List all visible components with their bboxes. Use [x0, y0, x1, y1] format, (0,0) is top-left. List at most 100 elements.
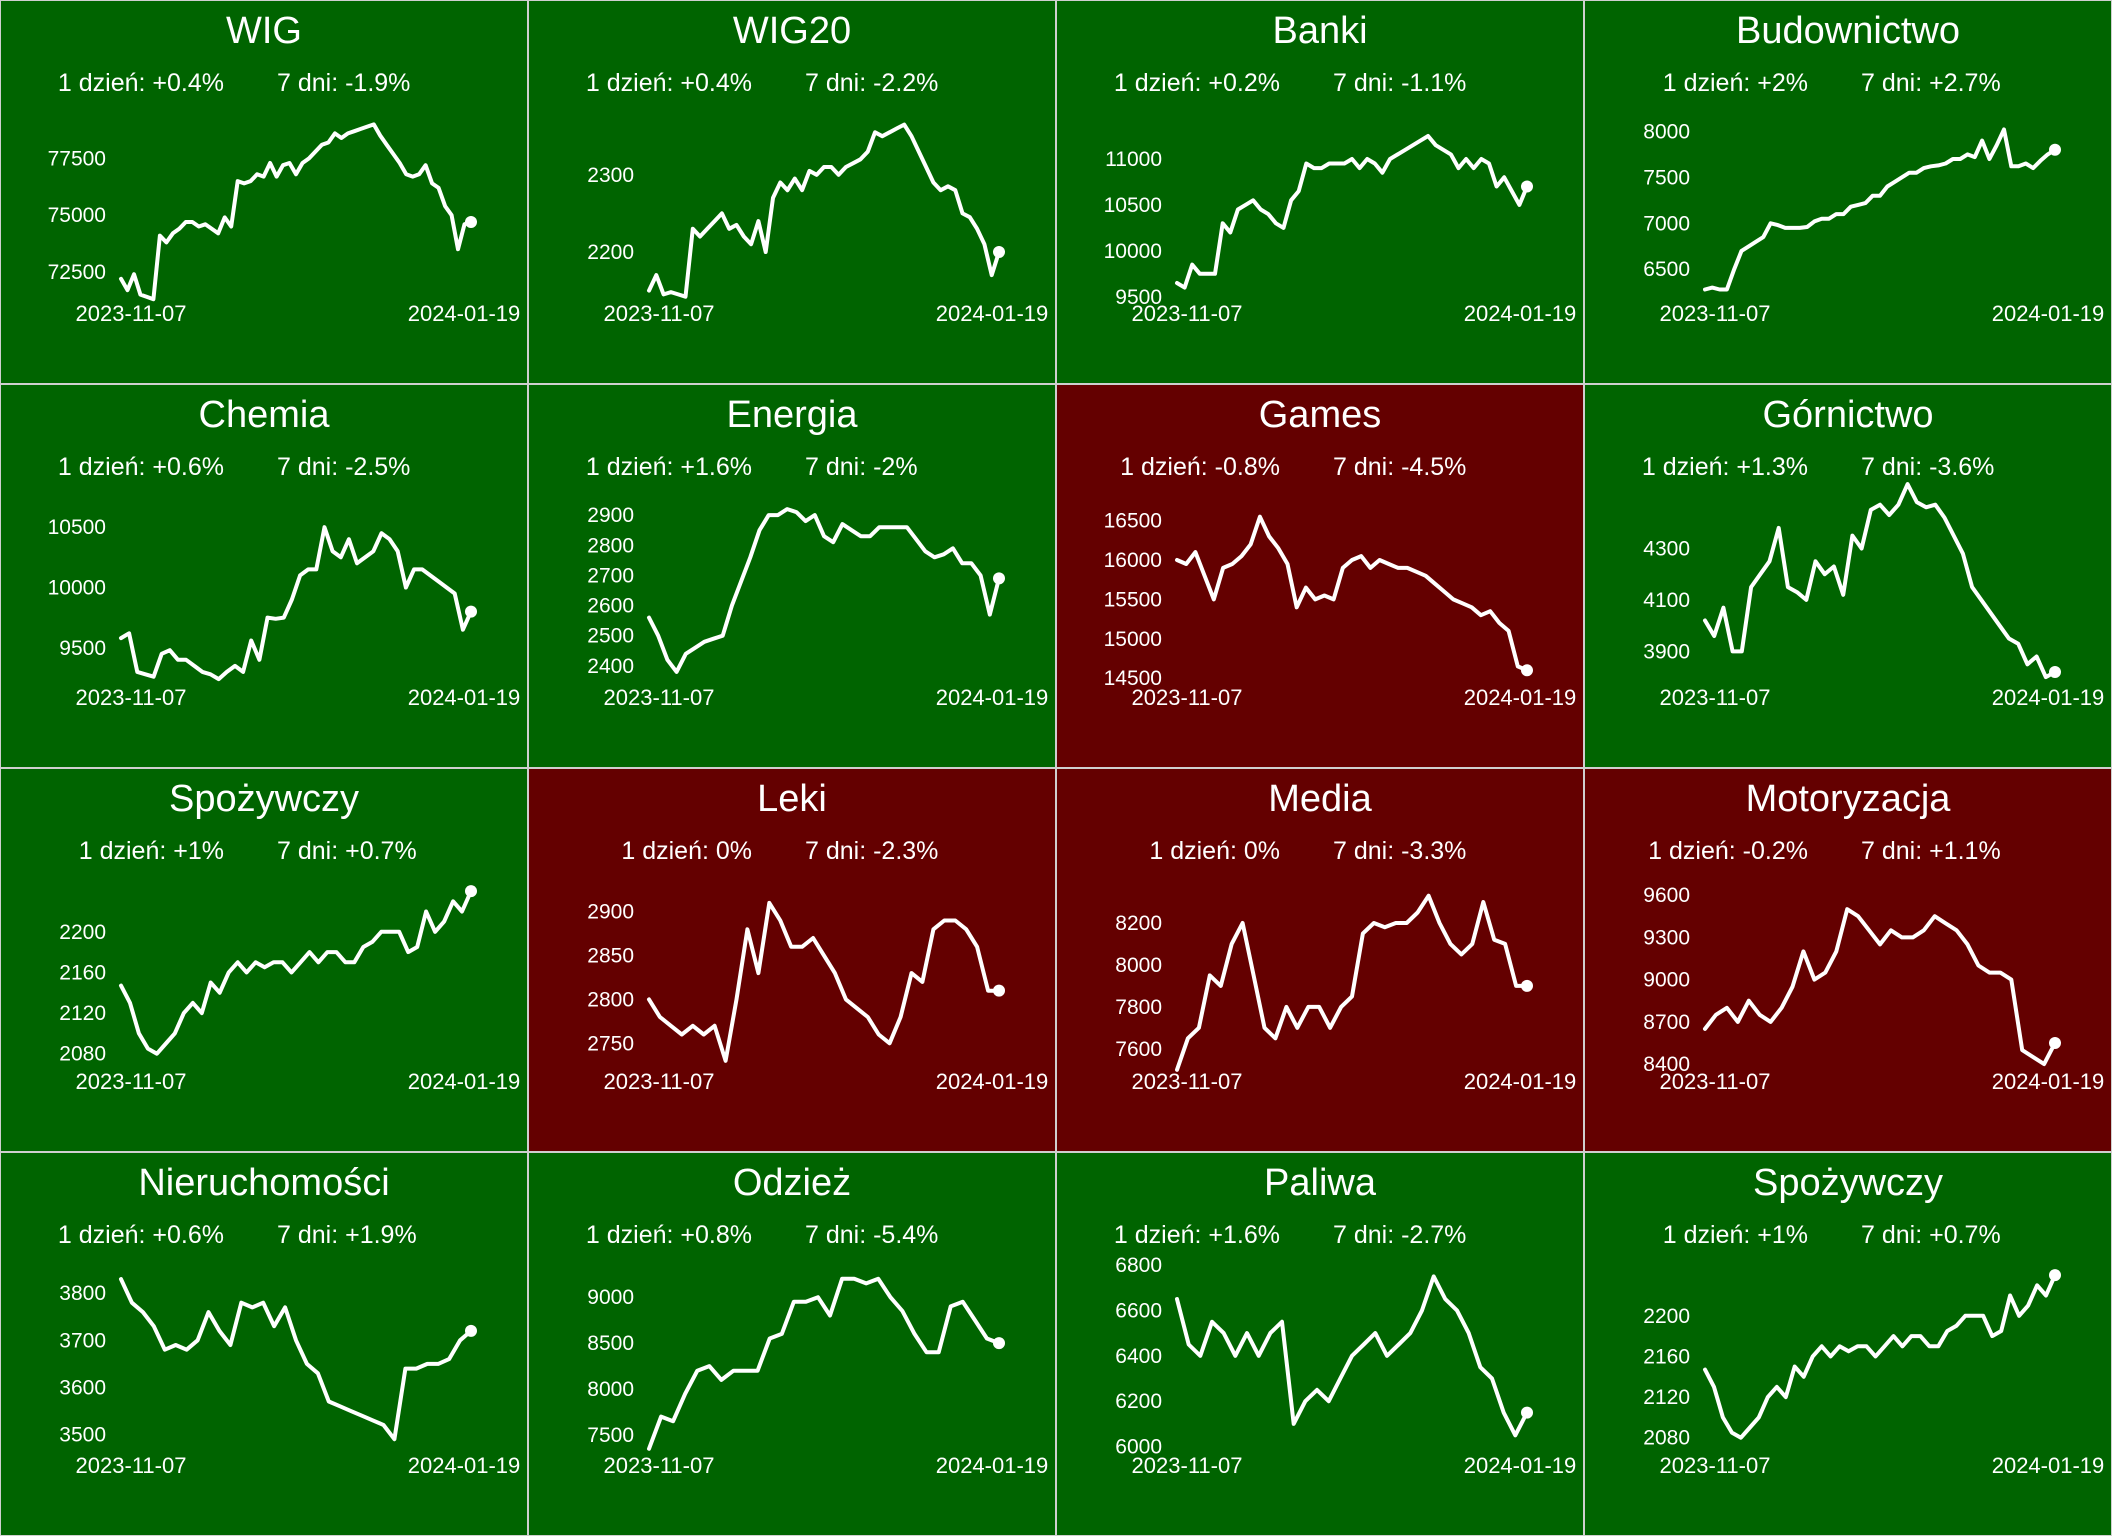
day-change-label: 1 dzień: +0.6% — [58, 1221, 224, 1249]
y-tick-label: 9500 — [1115, 286, 1162, 309]
y-tick-label: 10000 — [1104, 240, 1162, 263]
chart-panel: Spożywczy 1 dzień: +1% 7 dni: +0.7% 2080 212… — [1585, 1153, 2111, 1535]
last-point-marker — [2049, 1037, 2061, 1050]
y-tick-label: 2300 — [587, 164, 634, 187]
y-tick-label: 3800 — [59, 1282, 106, 1305]
chart-panel: Motoryzacja 1 dzień: -0.2% 7 dni: +1.1% 840… — [1585, 769, 2111, 1151]
x-end-date-label: 2024-01-19 — [1992, 301, 2105, 326]
y-tick-label: 11000 — [1105, 148, 1162, 171]
chart-title: Spożywczy — [1753, 1162, 1943, 1204]
day-change-label: 1 dzień: 0% — [1149, 837, 1280, 865]
chart-title: Energia — [727, 394, 859, 436]
last-point-marker — [465, 885, 477, 898]
y-tick-label: 14500 — [1104, 667, 1162, 690]
y-tick-label: 4300 — [1643, 537, 1690, 560]
y-tick-label: 7800 — [1115, 996, 1162, 1019]
y-tick-label: 6600 — [1115, 1299, 1162, 1322]
x-start-date-label: 2023-11-07 — [1660, 301, 1771, 326]
price-line — [1175, 1274, 1529, 1438]
chart-panel: WIG20 1 dzień: +0.4% 7 dni: -2.2% 2200 2300 2… — [529, 1, 1055, 383]
chart-title: Górnictwo — [1762, 394, 1933, 436]
x-end-date-label: 2024-01-19 — [1992, 685, 2105, 710]
y-tick-label: 9500 — [59, 637, 106, 660]
chart-panel: Media 1 dzień: 0% 7 dni: -3.3% 7600 7800 8000… — [1057, 769, 1583, 1151]
y-tick-label: 3600 — [59, 1376, 106, 1399]
last-point-marker — [1521, 180, 1533, 193]
chart-title: Nieruchomości — [138, 1162, 389, 1204]
chart-title: Budownictwo — [1736, 10, 1960, 52]
y-tick-label: 10000 — [48, 576, 106, 599]
day-change-label: 1 dzień: +0.6% — [58, 453, 224, 481]
day-change-label: 1 dzień: +1.6% — [586, 453, 752, 481]
chart-svg: Banki 1 dzień: +0.2% 7 dni: -1.1% 9500 10000… — [1104, 10, 1577, 326]
week-change-label: 7 dni: +2.7% — [1861, 69, 2001, 97]
x-end-date-label: 2024-01-19 — [408, 1069, 521, 1094]
chart-panel: WIG 1 dzień: +0.4% 7 dni: -1.9% 72500 75000 7… — [1, 1, 527, 383]
last-point-marker — [993, 572, 1005, 585]
y-tick-label: 15500 — [1104, 588, 1162, 611]
x-start-date-label: 2023-11-07 — [76, 301, 187, 326]
week-change-label: 7 dni: +1.1% — [1861, 837, 2001, 865]
x-start-date-label: 2023-11-07 — [76, 1453, 187, 1478]
chart-svg: Motoryzacja 1 dzień: -0.2% 7 dni: +1.1% 840… — [1643, 778, 2104, 1094]
y-tick-label: 2800 — [587, 988, 634, 1011]
y-tick-label: 8000 — [1643, 120, 1690, 143]
price-line — [119, 889, 473, 1056]
x-start-date-label: 2023-11-07 — [1132, 1453, 1243, 1478]
x-start-date-label: 2023-11-07 — [1132, 685, 1243, 710]
price-line — [119, 525, 473, 682]
y-tick-label: 2700 — [587, 564, 634, 587]
chart-panel: Games 1 dzień: -0.8% 7 dni: -4.5% 14500 1500… — [1057, 385, 1583, 767]
y-tick-label: 2200 — [1643, 1305, 1690, 1328]
chart-panel: Nieruchomości 1 dzień: +0.6% 7 dni: +1.9% 3… — [1, 1153, 527, 1535]
y-tick-label: 2800 — [587, 534, 634, 557]
x-end-date-label: 2024-01-19 — [936, 301, 1049, 326]
price-line — [1175, 514, 1529, 673]
x-end-date-label: 2024-01-19 — [408, 685, 521, 710]
last-point-marker — [2049, 143, 2061, 156]
chart-svg: Górnictwo 1 dzień: +1.3% 7 dni: -3.6% 3900 4… — [1642, 394, 2105, 710]
week-change-label: 7 dni: +0.7% — [277, 837, 417, 865]
week-change-label: 7 dni: -1.9% — [277, 69, 410, 97]
price-line — [1703, 127, 2057, 292]
day-change-label: 1 dzień: +0.8% — [586, 1221, 752, 1249]
x-end-date-label: 2024-01-19 — [936, 1069, 1049, 1094]
last-point-marker — [993, 1337, 1005, 1350]
day-change-label: 1 dzień: -0.8% — [1120, 453, 1280, 481]
x-end-date-label: 2024-01-19 — [936, 1453, 1049, 1478]
chart-title: WIG20 — [733, 10, 851, 52]
x-start-date-label: 2023-11-07 — [1132, 1069, 1243, 1094]
y-tick-label: 8500 — [587, 1332, 634, 1355]
x-start-date-label: 2023-11-07 — [604, 1069, 715, 1094]
chart-panel: Górnictwo 1 dzień: +1.3% 7 dni: -3.6% 3900 4… — [1585, 385, 2111, 767]
y-tick-label: 7500 — [1643, 166, 1690, 189]
x-start-date-label: 2023-11-07 — [76, 685, 187, 710]
y-tick-label: 8200 — [1115, 912, 1162, 935]
week-change-label: 7 dni: -4.5% — [1333, 453, 1466, 481]
y-tick-label: 3700 — [59, 1329, 106, 1352]
price-line — [1175, 893, 1529, 1072]
chart-title: Banki — [1272, 10, 1367, 52]
day-change-label: 1 dzień: +0.4% — [586, 69, 752, 97]
week-change-label: 7 dni: -3.6% — [1861, 453, 1994, 481]
price-line — [119, 1277, 473, 1442]
y-tick-label: 72500 — [48, 261, 106, 284]
chart-panel: Paliwa 1 dzień: +1.6% 7 dni: -2.7% 6000 6200… — [1057, 1153, 1583, 1535]
price-line — [1703, 1273, 2057, 1440]
y-tick-label: 75000 — [48, 204, 106, 227]
y-tick-label: 8400 — [1643, 1053, 1690, 1076]
chart-title: Chemia — [199, 394, 331, 436]
chart-svg: Spożywczy 1 dzień: +1% 7 dni: +0.7% 2080 212… — [1643, 1162, 2104, 1478]
week-change-label: 7 dni: -2% — [805, 453, 918, 481]
last-point-marker — [2049, 1269, 2061, 1282]
chart-title: Motoryzacja — [1746, 778, 1952, 820]
y-tick-label: 77500 — [48, 147, 106, 170]
y-tick-label: 7600 — [1115, 1038, 1162, 1061]
x-start-date-label: 2023-11-07 — [604, 1453, 715, 1478]
chart-panel: Energia 1 dzień: +1.6% 7 dni: -2% 2400 2500 2… — [529, 385, 1055, 767]
chart-panel: Spożywczy 1 dzień: +1% 7 dni: +0.7% 2080 212… — [1, 769, 527, 1151]
y-tick-label: 2080 — [1643, 1427, 1690, 1450]
day-change-label: 1 dzień: +1% — [1663, 1221, 1808, 1249]
